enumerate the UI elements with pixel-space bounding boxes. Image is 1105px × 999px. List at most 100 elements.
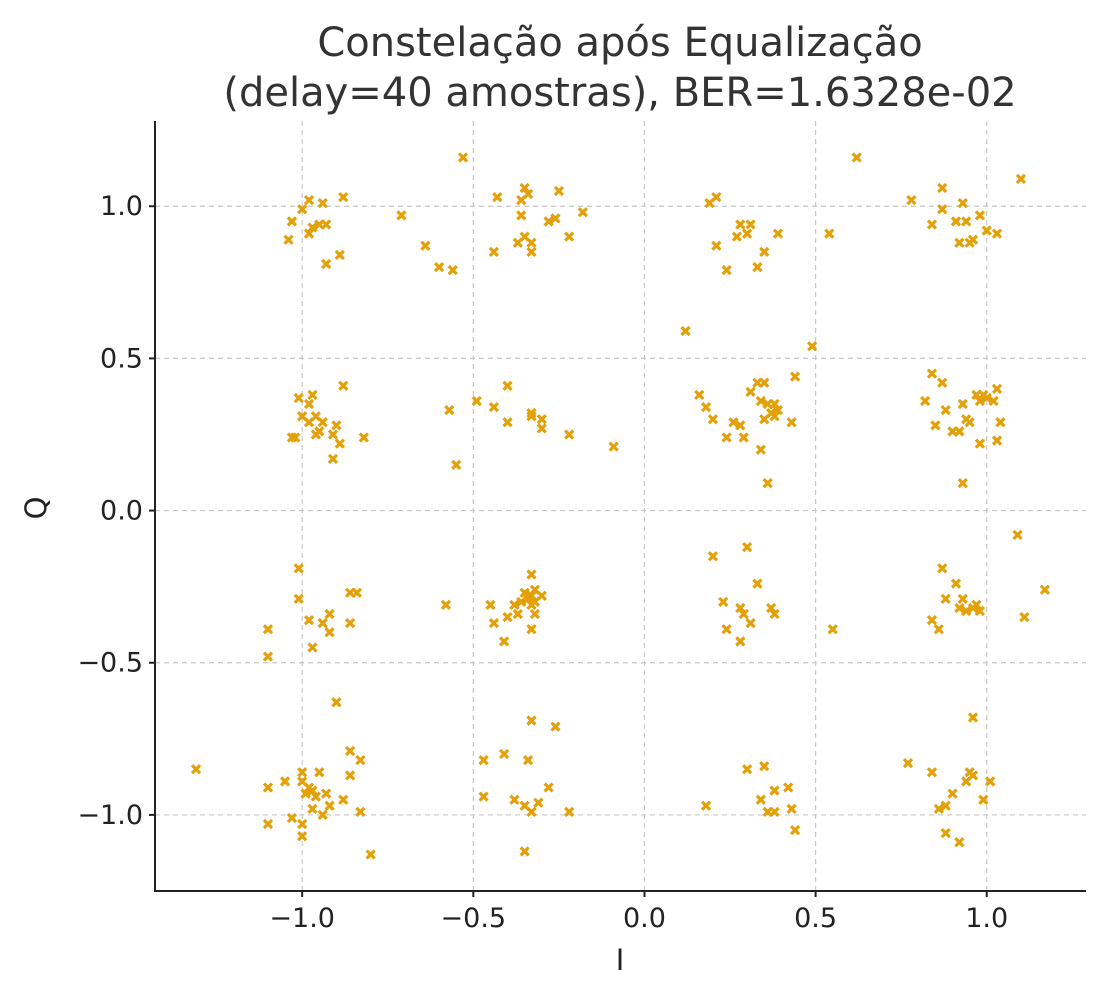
data-point <box>957 478 968 489</box>
data-point <box>334 249 345 261</box>
data-point <box>338 380 349 391</box>
data-point <box>742 541 753 553</box>
data-point <box>526 624 537 635</box>
data-point <box>745 219 756 230</box>
data-point <box>707 414 719 425</box>
data-point <box>755 794 766 805</box>
data-point <box>522 754 534 766</box>
data-point <box>995 417 1006 428</box>
data-point <box>974 605 986 617</box>
data-point <box>420 240 431 251</box>
y-tick-label: −0.5 <box>77 648 143 679</box>
data-point <box>769 608 780 620</box>
data-point <box>478 791 489 802</box>
data-point <box>488 618 499 629</box>
data-point <box>526 590 537 601</box>
data-point <box>324 627 335 638</box>
data-point <box>772 404 784 416</box>
data-point <box>300 788 311 799</box>
data-point <box>950 578 962 589</box>
data-point <box>755 395 766 407</box>
data-point <box>321 219 332 230</box>
data-point <box>310 791 322 802</box>
data-point <box>1039 584 1051 595</box>
chart-title-line-2: (delay=40 amostras), BER=1.6328e-02 <box>223 70 1016 116</box>
data-point <box>355 754 366 766</box>
data-point <box>940 593 951 604</box>
data-point <box>967 712 979 723</box>
data-point <box>283 234 294 245</box>
data-point <box>564 231 575 242</box>
data-point <box>512 237 523 248</box>
data-point <box>735 219 746 230</box>
data-point <box>297 767 308 778</box>
data-point <box>286 432 298 443</box>
data-point <box>947 788 958 799</box>
data-point <box>971 599 982 611</box>
data-point <box>807 341 818 352</box>
data-point <box>447 264 458 276</box>
data-point <box>334 438 345 449</box>
data-point <box>769 806 780 818</box>
data-point <box>553 185 565 197</box>
data-point <box>344 745 356 757</box>
data-point <box>355 806 366 818</box>
data-point <box>314 767 325 778</box>
data-point <box>957 593 968 604</box>
data-point <box>529 608 541 620</box>
x-tick-label: −0.5 <box>441 903 507 934</box>
data-point <box>498 636 510 647</box>
data-point <box>344 770 356 781</box>
data-point <box>608 441 619 452</box>
data-point <box>262 782 274 793</box>
data-point <box>752 578 763 589</box>
data-point <box>906 194 917 206</box>
data-point <box>1015 173 1027 184</box>
data-point <box>762 478 773 489</box>
data-point <box>516 210 527 221</box>
data-point <box>721 264 732 276</box>
data-point <box>307 642 318 653</box>
y-tick-label: 0.5 <box>100 343 143 374</box>
data-point <box>262 651 274 662</box>
data-point <box>902 758 914 769</box>
data-point <box>964 417 975 428</box>
data-point <box>303 614 315 626</box>
data-point <box>735 602 746 614</box>
data-point <box>303 228 315 239</box>
data-point <box>526 715 537 726</box>
data-point <box>471 395 482 407</box>
data-point <box>933 803 944 814</box>
data-point <box>519 587 530 598</box>
data-point <box>954 237 965 248</box>
data-point <box>478 754 489 766</box>
data-point <box>742 764 753 775</box>
data-point <box>991 228 1003 239</box>
data-point <box>783 782 794 793</box>
data-point <box>718 596 729 608</box>
data-point <box>564 429 575 440</box>
data-point <box>961 605 972 617</box>
data-point <box>789 371 801 382</box>
data-point <box>926 219 938 230</box>
data-point <box>957 398 968 410</box>
data-point <box>824 228 835 239</box>
data-point <box>933 624 944 635</box>
data-point <box>765 602 777 614</box>
data-point <box>488 401 499 413</box>
data-point <box>526 408 537 419</box>
data-point <box>502 417 513 428</box>
data-point <box>550 213 561 224</box>
data-point <box>926 368 938 379</box>
data-point <box>789 824 801 836</box>
data-point <box>974 210 986 221</box>
data-point <box>985 776 996 787</box>
data-point <box>577 207 588 218</box>
data-point <box>451 459 462 471</box>
data-point <box>981 225 992 236</box>
data-point <box>967 770 979 781</box>
data-point <box>937 377 948 388</box>
data-point <box>307 785 318 796</box>
data-point <box>317 618 328 629</box>
data-point <box>738 608 749 620</box>
